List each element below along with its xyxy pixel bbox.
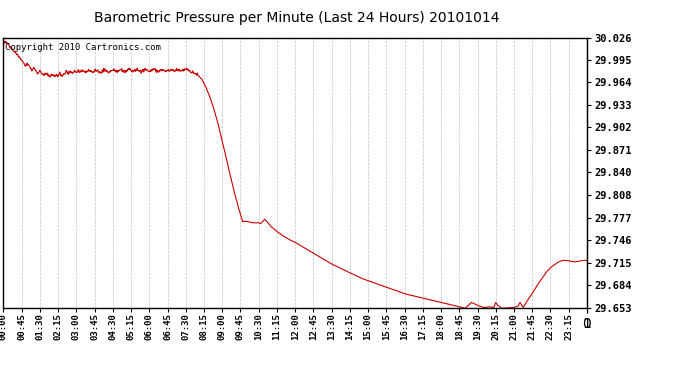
Text: Copyright 2010 Cartronics.com: Copyright 2010 Cartronics.com: [5, 43, 161, 52]
Text: Barometric Pressure per Minute (Last 24 Hours) 20101014: Barometric Pressure per Minute (Last 24 …: [94, 11, 500, 25]
